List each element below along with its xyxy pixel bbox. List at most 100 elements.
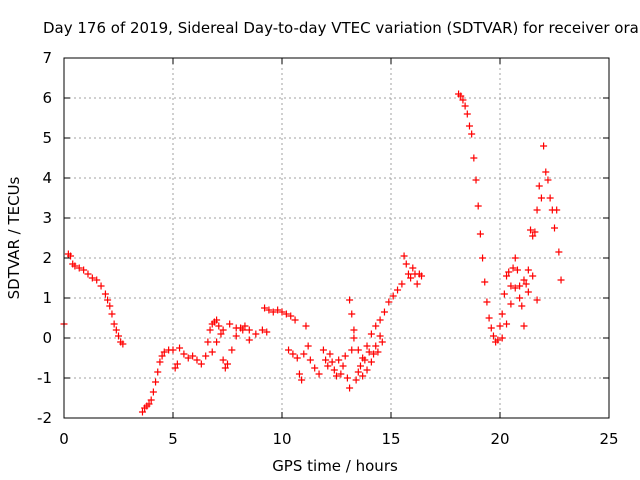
y-tick-label: 0 [42, 329, 52, 347]
y-tick-label: -2 [37, 409, 52, 427]
data-point [407, 274, 415, 282]
y-tick-label: 1 [42, 289, 52, 307]
data-point [374, 348, 382, 356]
data-point [509, 264, 517, 272]
data-point [518, 302, 526, 310]
data-point [457, 92, 465, 100]
data-point [245, 326, 253, 334]
data-point [474, 202, 482, 210]
data-point [553, 206, 561, 214]
data-point [500, 290, 508, 298]
data-point [468, 130, 476, 138]
data-point [516, 282, 524, 290]
data-point [459, 96, 467, 104]
data-point [315, 370, 323, 378]
data-point [326, 350, 334, 358]
data-point [346, 384, 354, 392]
data-point [112, 326, 120, 334]
data-point [71, 262, 79, 270]
data-point [274, 306, 282, 314]
data-point [485, 314, 493, 322]
data-point [400, 252, 408, 260]
data-point [537, 194, 545, 202]
y-tick-label: 4 [42, 169, 52, 187]
data-point [206, 326, 214, 334]
data-point [461, 102, 469, 110]
data-point [524, 288, 532, 296]
data-point [219, 356, 227, 364]
data-point [101, 290, 109, 298]
y-tick-label: 3 [42, 209, 52, 227]
data-point [93, 276, 101, 284]
data-point [293, 354, 301, 362]
data-point [346, 296, 354, 304]
data-point [173, 360, 181, 368]
data-point [67, 252, 75, 260]
data-point [529, 232, 537, 240]
data-point [522, 280, 530, 288]
data-point [372, 322, 380, 330]
data-point [511, 254, 519, 262]
data-point [228, 346, 236, 354]
data-point [278, 308, 286, 316]
data-point [337, 370, 345, 378]
data-point [184, 354, 192, 362]
data-point [494, 336, 502, 344]
data-point [348, 310, 356, 318]
data-point [306, 356, 314, 364]
data-point [160, 348, 168, 356]
data-point [232, 332, 240, 340]
data-point [372, 342, 380, 350]
data-point [476, 230, 484, 238]
axis-ticks [63, 57, 610, 419]
data-point [241, 322, 249, 330]
data-point [295, 370, 303, 378]
data-point [359, 354, 367, 362]
chart-title: Day 176 of 2019, Sidereal Day-to-day VTE… [43, 19, 640, 37]
y-tick-label: 6 [42, 89, 52, 107]
data-point [542, 168, 550, 176]
data-point [350, 334, 358, 342]
data-point [354, 346, 362, 354]
x-tick-label: 0 [59, 430, 69, 448]
data-point [418, 272, 426, 280]
data-point [221, 364, 229, 372]
grid-lines [64, 58, 609, 418]
data-point [540, 142, 548, 150]
data-point [239, 326, 247, 334]
data-point [380, 308, 388, 316]
data-point [557, 276, 565, 284]
plot-frame [63, 57, 610, 419]
data-point [193, 356, 201, 364]
data-point [350, 326, 358, 334]
data-point [470, 154, 478, 162]
data-point [354, 368, 362, 376]
data-point [533, 206, 541, 214]
data-point [479, 254, 487, 262]
data-point [385, 298, 393, 306]
data-point [287, 312, 295, 320]
y-tick-label: -1 [37, 369, 52, 387]
data-point [335, 356, 343, 364]
data-point [333, 372, 340, 380]
data-point [104, 296, 112, 304]
data-point [145, 400, 153, 408]
data-point [544, 176, 552, 184]
data-point [97, 282, 105, 290]
data-point [217, 330, 225, 338]
data-point [176, 344, 184, 352]
data-point [498, 334, 506, 342]
data-point [527, 226, 535, 234]
x-tick-label: 10 [272, 430, 291, 448]
data-point [84, 270, 92, 278]
data-point [352, 376, 360, 384]
data-point [402, 260, 410, 268]
x-tick-label: 20 [490, 430, 509, 448]
data-point [147, 396, 155, 404]
data-point [546, 194, 554, 202]
data-point [370, 350, 378, 358]
data-point [511, 284, 519, 292]
data-point [202, 352, 210, 360]
x-tick-label: 15 [381, 430, 400, 448]
